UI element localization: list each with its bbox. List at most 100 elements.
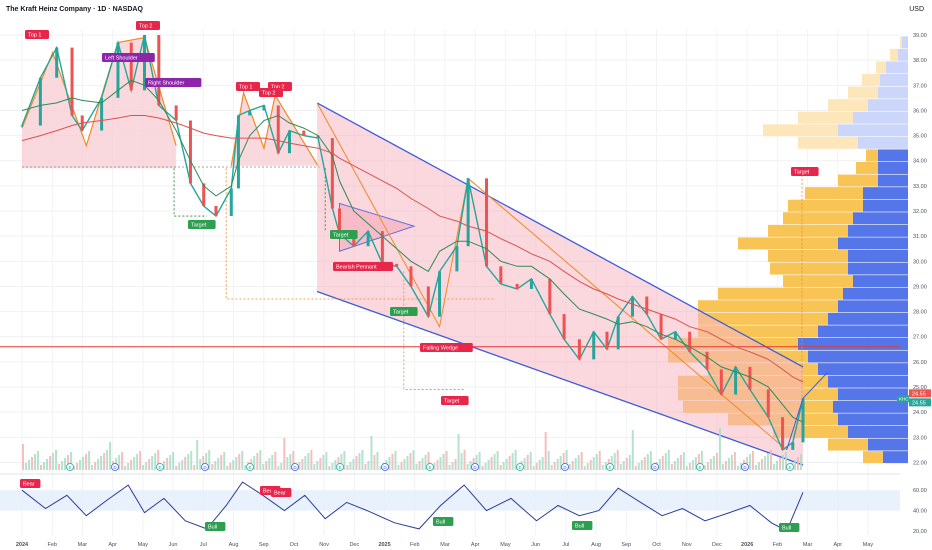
price-candle [395, 263, 399, 267]
volume-profile-bar-sell [798, 111, 853, 124]
volume-profile-bar-buy [848, 250, 908, 262]
price-candle [229, 188, 233, 217]
svg-text:Falling Wedge: Falling Wedge [423, 346, 458, 352]
label-right-shoulder: Right Shoulder [145, 78, 202, 87]
volume-bar [367, 461, 370, 470]
volume-bar [46, 459, 49, 470]
volume-bar [316, 461, 319, 470]
volume-bar [502, 462, 505, 470]
volume-bar [238, 454, 241, 470]
time-tick-label: Jun [169, 542, 178, 548]
volume-profile-bar-sell [876, 61, 886, 74]
volume-profile-bar-buy [818, 325, 908, 338]
volume-profile-bar-sell [770, 262, 848, 275]
volume-profile-bar-buy [898, 48, 908, 61]
price-candle [287, 130, 291, 154]
label-left-shoulder: Left Shoulder [102, 53, 155, 62]
price-tick-label: 28.00 [913, 310, 927, 316]
volume-bar [37, 451, 40, 470]
svg-text:Bearish Pennant: Bearish Pennant [336, 265, 377, 271]
svg-text:Bull: Bull [436, 520, 445, 526]
volume-bar [22, 444, 24, 470]
event-marker-label: D [743, 465, 747, 470]
volume-profile-bar-sell [783, 212, 853, 225]
volume-bar [496, 451, 499, 470]
volume-profile-bar-sell [788, 199, 863, 212]
event-marker-label: D [383, 465, 387, 470]
volume-bar [766, 453, 769, 470]
volume-bars [22, 428, 802, 470]
volume-profile-bar-buy [880, 74, 908, 86]
time-tick-label: 2025 [378, 542, 390, 548]
volume-bar [694, 457, 697, 470]
price-tick-label: 30.00 [913, 259, 927, 265]
volume-profile-bar-buy [883, 451, 908, 464]
time-tick-label: Nov [319, 542, 329, 548]
volume-profile-bar-buy [853, 275, 908, 288]
event-marker-label: E [428, 465, 431, 470]
volume-profile-bar-buy [808, 350, 908, 363]
volume-bar [748, 454, 751, 470]
svg-text:Top 1: Top 1 [239, 85, 252, 91]
volume-bar [676, 458, 679, 470]
volume-bar [622, 461, 625, 470]
volume-bar [280, 463, 283, 470]
volume-bar [409, 453, 412, 470]
volume-bar [199, 459, 202, 470]
last-price-tag [909, 389, 931, 398]
volume-bar [85, 454, 88, 470]
label-top2: Top 2 [136, 21, 160, 30]
volume-bar [610, 456, 613, 470]
volume-bar [466, 464, 469, 470]
volume-bar [127, 463, 130, 470]
volume-bar [313, 464, 316, 470]
volume-bar [403, 459, 406, 470]
volume-profile-bar-buy [868, 438, 908, 451]
volume-bar [397, 465, 400, 470]
volume-bar [271, 455, 274, 470]
volume-bar [151, 456, 154, 470]
volume-bar [418, 461, 421, 470]
volume-bar [532, 466, 535, 470]
time-tick-label: 2024 [16, 542, 29, 548]
volume-bar [205, 453, 208, 470]
volume-bar [214, 461, 217, 470]
time-tick-label: Aug [229, 542, 239, 548]
rsi-tick-label: 60.00 [913, 488, 927, 494]
channel-fill [317, 102, 803, 465]
volume-bar [400, 462, 403, 470]
price-candle [330, 138, 334, 209]
volume-profile-bar-buy [818, 363, 908, 376]
price-candle [659, 314, 663, 340]
event-marker [471, 463, 479, 471]
volume-bar [763, 456, 766, 470]
volume-profile-bar-buy [848, 262, 908, 275]
price-candle [455, 246, 459, 272]
volume-bar [310, 450, 313, 470]
volume-bar [145, 462, 148, 470]
volume-bar [220, 455, 223, 470]
price-tick-label: 23.00 [913, 435, 927, 441]
volume-bar [499, 465, 502, 470]
event-marker-label: E [698, 465, 701, 470]
volume-bar [28, 460, 31, 470]
price-candle [734, 366, 738, 395]
volume-bar [679, 455, 682, 470]
time-tick-label: Sep [259, 542, 269, 548]
price-candle [157, 35, 161, 106]
volume-bar [361, 450, 364, 470]
price-candle [705, 351, 709, 370]
volume-profile-bar-buy [843, 287, 908, 300]
volume-bar [733, 452, 736, 470]
rsi-tick-label: 40.00 [913, 509, 927, 515]
rsi-bear-label: Bear [271, 488, 292, 497]
label-top1: Top 1 [25, 30, 49, 39]
price-candle [188, 120, 192, 184]
volume-bar [490, 457, 493, 470]
price-candle [248, 110, 252, 116]
volume-bar [547, 451, 550, 470]
last-price-tag [909, 398, 931, 407]
rsi-tick-label: 20.00 [913, 529, 927, 535]
